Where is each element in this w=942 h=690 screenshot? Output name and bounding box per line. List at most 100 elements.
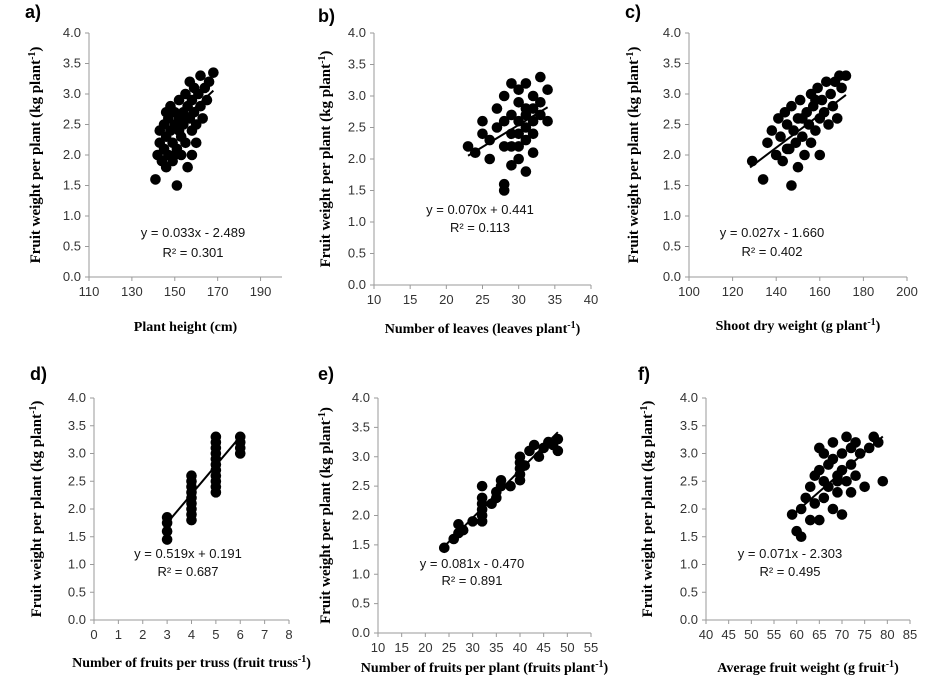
y-tick-label: 2.5	[68, 473, 86, 488]
x-tick-label: 2	[139, 627, 146, 642]
panel-label: f)	[638, 364, 650, 384]
x-tick-label: 60	[789, 627, 803, 642]
y-tick-label: 4.0	[352, 390, 370, 405]
regression-equation: y = 0.033x - 2.489	[141, 225, 245, 240]
x-tick-label: 5	[212, 627, 219, 642]
y-tick-label: 4.0	[348, 25, 366, 40]
trendline	[166, 435, 242, 524]
y-tick-label: 0.5	[348, 246, 366, 261]
data-point	[797, 131, 808, 142]
data-point	[195, 70, 206, 81]
x-tick-label: 170	[207, 284, 229, 299]
y-tick-label: 1.5	[680, 529, 698, 544]
panel-d: d) 0.0 0.5 1.0 1.5 2.0 2.5 3.0 3.5 4.0 0 1 2 3 4 5 6 7 8 y …	[28, 364, 311, 671]
data-point	[491, 103, 503, 114]
y-axis-title-tail: )	[640, 401, 656, 406]
data-point	[520, 78, 532, 89]
x-axis-title-sup: -1	[867, 317, 875, 328]
y-axis-title-text: Fruit weight per plant (kg plant	[318, 64, 334, 268]
data-point	[542, 84, 553, 95]
data-point	[203, 76, 215, 88]
data-point	[805, 137, 817, 149]
y-axis-title-text: Fruit weight per plant (kg plant	[28, 60, 44, 264]
x-tick-label: 7	[261, 627, 268, 642]
x-tick-label: 40	[699, 627, 713, 642]
x-axis-title: Number of leaves (leaves plant-1)	[385, 320, 581, 337]
y-tick-label: 1.5	[663, 178, 681, 193]
data-point	[161, 534, 173, 545]
trendline	[749, 94, 847, 169]
data-point	[827, 453, 839, 465]
panel-label: c)	[625, 2, 641, 22]
y-tick-label: 0.0	[680, 612, 698, 627]
data-point	[766, 125, 778, 136]
x-tick-label: 35	[548, 292, 562, 307]
x-tick-label: 140	[765, 284, 787, 299]
x-tick-label: 10	[367, 292, 381, 307]
y-tick-label: 0.5	[68, 584, 86, 599]
y-tick-label: 2.0	[352, 508, 370, 523]
data-point	[190, 137, 202, 149]
x-axis-title: Shoot dry weight (g plant-1)	[716, 317, 881, 334]
x-tick-label: 20	[418, 640, 432, 655]
data-point	[859, 481, 870, 493]
data-point	[792, 161, 804, 173]
data-point	[186, 149, 198, 161]
data-point	[821, 76, 832, 88]
data-point	[777, 155, 789, 167]
data-point	[182, 161, 193, 173]
data-point	[520, 166, 532, 177]
x-tick-label: 100	[678, 284, 700, 299]
data-point	[495, 474, 507, 486]
data-point	[814, 464, 825, 476]
data-point	[841, 431, 852, 443]
x-tick-label: 160	[809, 284, 831, 299]
data-point	[506, 78, 517, 89]
regression-equation: y = 0.081x - 0.470	[420, 556, 524, 571]
y-axis-title: Fruit weight per plant (kg plant-1)	[317, 51, 334, 268]
y-axis-title-sup: -1	[317, 412, 328, 420]
y-tick-label: 2.0	[680, 501, 698, 516]
panel-f: f) 0.0 0.5 1.0 1.5 2.0 2.5 3.0 3.5 4.0 40 45 50 55 60 6…	[638, 364, 917, 676]
x-tick-label: 20	[439, 292, 453, 307]
data-point	[877, 475, 889, 487]
data-point	[520, 122, 532, 133]
data-point	[832, 475, 843, 487]
y-tick-label: 3.0	[352, 449, 370, 464]
data-point	[542, 115, 553, 127]
y-tick-label: 0.0	[348, 277, 366, 292]
x-tick-label: 65	[812, 627, 826, 642]
data-point	[818, 492, 830, 504]
data-point	[814, 149, 826, 161]
x-tick-label: 45	[536, 640, 550, 655]
x-tick-label: 15	[403, 292, 417, 307]
data-point	[484, 134, 496, 146]
x-tick-label: 45	[721, 627, 735, 642]
x-tick-label: 40	[584, 292, 598, 307]
x-tick-label: 10	[371, 640, 385, 655]
data-point	[832, 487, 843, 498]
regression-equation: y = 0.071x - 2.303	[738, 546, 842, 561]
data-point	[810, 125, 821, 136]
y-tick-label: 1.5	[348, 183, 366, 198]
y-tick-label: 3.5	[352, 419, 370, 434]
data-point	[173, 125, 185, 136]
y-axis-title: Fruit weight per plant (kg plant-1)	[625, 47, 642, 264]
data-point	[506, 109, 517, 121]
y-tick-label: 2.0	[348, 151, 366, 166]
x-tick-label: 30	[465, 640, 479, 655]
y-tick-label: 3.5	[63, 56, 81, 71]
data-point	[836, 448, 848, 459]
y-axis-title: Fruit weight per plant (kg plant-1)	[28, 401, 45, 618]
y-tick-label: 0.0	[352, 625, 370, 640]
r-squared: R² = 0.113	[450, 220, 510, 235]
data-point	[552, 433, 564, 445]
data-point	[814, 514, 825, 526]
x-tick-label: 55	[767, 627, 781, 642]
y-tick-label: 1.0	[680, 557, 698, 572]
data-point	[825, 88, 836, 100]
data-point	[476, 480, 488, 492]
x-axis-title-tail: )	[576, 322, 581, 337]
panel-a: a) 0.0 0.5 1.0 1.5 2.0 2.5 3.0 3.5 4.0 110 130 150 17…	[25, 2, 282, 335]
y-tick-label: 0.5	[680, 584, 698, 599]
